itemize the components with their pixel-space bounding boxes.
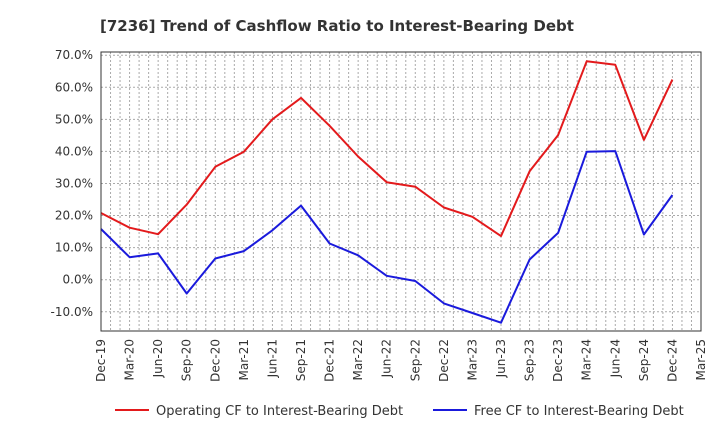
x-tick-label: Sep-24 <box>637 339 651 381</box>
x-tick-label: Mar-25 <box>694 339 708 380</box>
x-tick-label: Dec-23 <box>551 339 565 382</box>
x-tick-label: Mar-20 <box>123 339 137 380</box>
legend-label-free-cf: Free CF to Interest-Bearing Debt <box>474 404 684 419</box>
y-tick-label: 10.0% <box>55 241 93 255</box>
y-tick-label: 20.0% <box>55 209 93 223</box>
y-tick-label: 50.0% <box>55 112 93 126</box>
series-line-0 <box>100 60 674 238</box>
y-axis-ticks: -10.0% 0.0% 10.0% 20.0% 30.0% 40.0% 50.0% 60.0%… <box>51 48 93 319</box>
x-tick-label: Jun-20 <box>151 339 165 378</box>
x-tick-label: Mar-21 <box>237 339 251 380</box>
plot-grid <box>101 52 701 331</box>
y-tick-label: 40.0% <box>55 144 93 158</box>
plot-frame <box>100 51 702 332</box>
x-tick-label: Jun-23 <box>494 339 508 378</box>
x-tick-label: Dec-19 <box>94 339 108 382</box>
x-tick-label: Sep-21 <box>294 339 308 381</box>
legend: Operating CF to Interest-Bearing Debt Fr… <box>115 404 684 419</box>
x-tick-label: Sep-20 <box>180 339 194 381</box>
x-tick-label: Jun-24 <box>608 339 622 378</box>
x-tick-label: Mar-23 <box>465 339 479 380</box>
y-tick-label: 0.0% <box>63 273 94 287</box>
x-tick-label: Jun-21 <box>265 339 279 378</box>
x-tick-label: Dec-20 <box>208 339 222 382</box>
x-tick-label: Dec-24 <box>665 339 679 382</box>
x-tick-label: Mar-24 <box>580 339 594 380</box>
x-tick-label: Sep-22 <box>408 339 422 381</box>
x-tick-label: Dec-22 <box>437 339 451 382</box>
series-line-1 <box>100 150 674 324</box>
x-tick-label: Dec-21 <box>323 339 337 382</box>
y-tick-label: 60.0% <box>55 80 93 94</box>
y-tick-label: -10.0% <box>51 305 93 319</box>
y-tick-label: 70.0% <box>55 48 93 62</box>
x-axis-ticks: Dec-19 Mar-20 Jun-20 Sep-20 Dec-20 Mar-21 Jun-… <box>94 339 708 382</box>
legend-label-operating-cf: Operating CF to Interest-Bearing Debt <box>156 404 403 419</box>
chart-title: [7236] Trend of Cashflow Ratio to Intere… <box>100 17 574 35</box>
y-tick-label: 30.0% <box>55 176 93 190</box>
series-lines <box>100 60 674 324</box>
x-tick-label: Sep-23 <box>523 339 537 381</box>
x-tick-label: Mar-22 <box>351 339 365 380</box>
x-tick-label: Jun-22 <box>380 339 394 378</box>
